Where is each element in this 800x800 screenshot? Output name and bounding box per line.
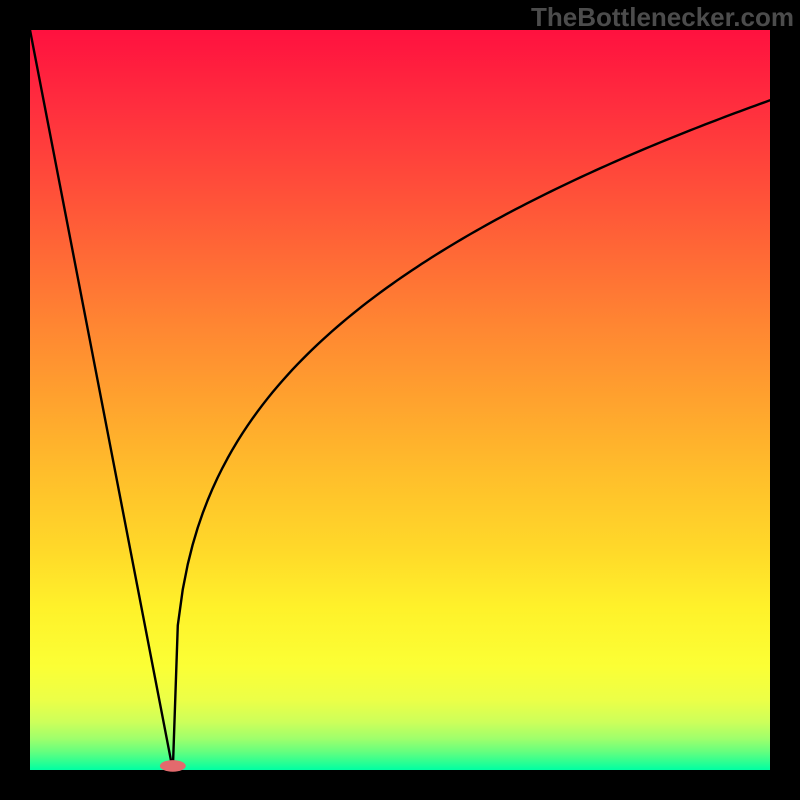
valley-marker [160, 760, 186, 772]
bottleneck-chart [0, 0, 800, 800]
watermark-text: TheBottlenecker.com [531, 2, 794, 33]
chart-stage: TheBottlenecker.com [0, 0, 800, 800]
